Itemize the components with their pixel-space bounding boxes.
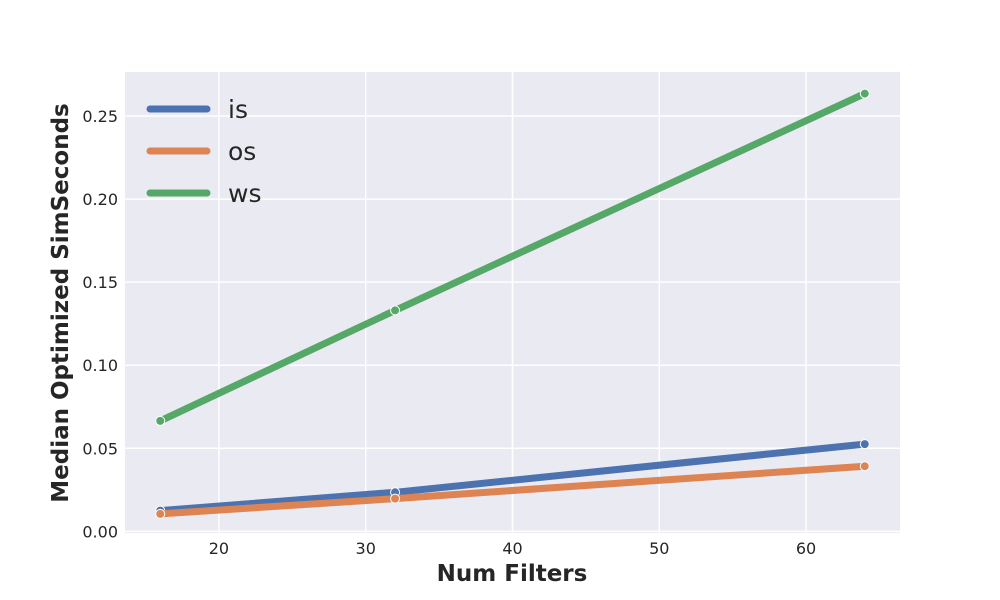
series-lines	[155, 88, 870, 519]
legend-item-os: os	[146, 137, 256, 166]
legend-item-is: is	[146, 95, 248, 124]
y-tick-label: 0.25	[82, 107, 118, 126]
data-point-ws	[859, 88, 870, 99]
x-tick-label: 40	[502, 539, 522, 558]
data-point-os	[390, 493, 401, 504]
legend-label-ws: ws	[228, 179, 261, 208]
data-point-os	[859, 461, 870, 472]
y-tick-label: 0.00	[82, 522, 118, 541]
x-tick-label: 60	[796, 539, 816, 558]
legend-label-os: os	[228, 137, 256, 166]
legend: is os ws	[146, 95, 261, 208]
grid-lines	[125, 72, 900, 533]
x-axis-label: Num Filters	[437, 561, 588, 587]
y-axis-label: Median Optimized SimSeconds	[48, 103, 74, 502]
data-point-ws	[155, 415, 166, 426]
series-ws	[155, 88, 870, 426]
x-tick-label: 50	[649, 539, 669, 558]
legend-label-is: is	[228, 95, 248, 124]
series-os	[155, 461, 870, 519]
y-tick-label: 0.05	[82, 439, 118, 458]
y-axis-ticks: 0.00 0.05 0.10 0.15 0.20 0.25	[82, 107, 118, 541]
data-point-is	[859, 439, 870, 450]
x-tick-label: 30	[356, 539, 376, 558]
data-point-ws	[390, 305, 401, 316]
y-tick-label: 0.15	[82, 273, 118, 292]
legend-item-ws: ws	[146, 179, 261, 208]
x-axis-ticks: 20 30 40 50 60	[209, 539, 816, 558]
y-tick-label: 0.10	[82, 356, 118, 375]
y-tick-label: 0.20	[82, 190, 118, 209]
x-tick-label: 20	[209, 539, 229, 558]
data-point-os	[155, 508, 166, 519]
